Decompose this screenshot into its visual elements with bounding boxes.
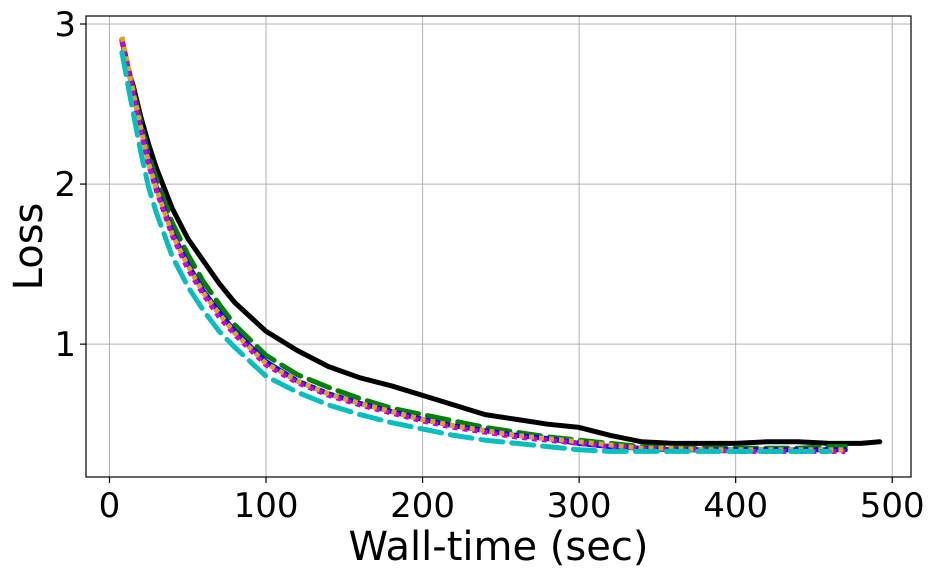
x-axis-ticks: 0 100 200 300 400 500	[99, 477, 925, 526]
series-line-5	[119, 36, 846, 453]
y-axis-ticks: 1 2 3	[54, 5, 86, 365]
y-tick-label: 1	[54, 325, 76, 365]
plot-frame	[85, 15, 912, 478]
y-axis-label: Loss	[6, 203, 52, 291]
x-tick-label: 500	[860, 486, 925, 526]
series-line-6	[119, 50, 833, 454]
series-line-1	[119, 50, 883, 446]
y-tick-label: 2	[54, 165, 76, 205]
x-tick-label: 400	[703, 486, 768, 526]
series-line-4	[119, 41, 846, 454]
grid	[86, 16, 911, 477]
series-line-2	[119, 37, 848, 451]
y-tick-label: 3	[54, 5, 76, 45]
series-line-3	[119, 37, 848, 453]
x-tick-label: 0	[99, 486, 121, 526]
x-axis-label: Wall-time (sec)	[349, 524, 649, 570]
x-tick-label: 100	[234, 486, 299, 526]
x-tick-label: 300	[547, 486, 612, 526]
x-tick-label: 200	[390, 486, 455, 526]
series-lines	[119, 36, 883, 454]
